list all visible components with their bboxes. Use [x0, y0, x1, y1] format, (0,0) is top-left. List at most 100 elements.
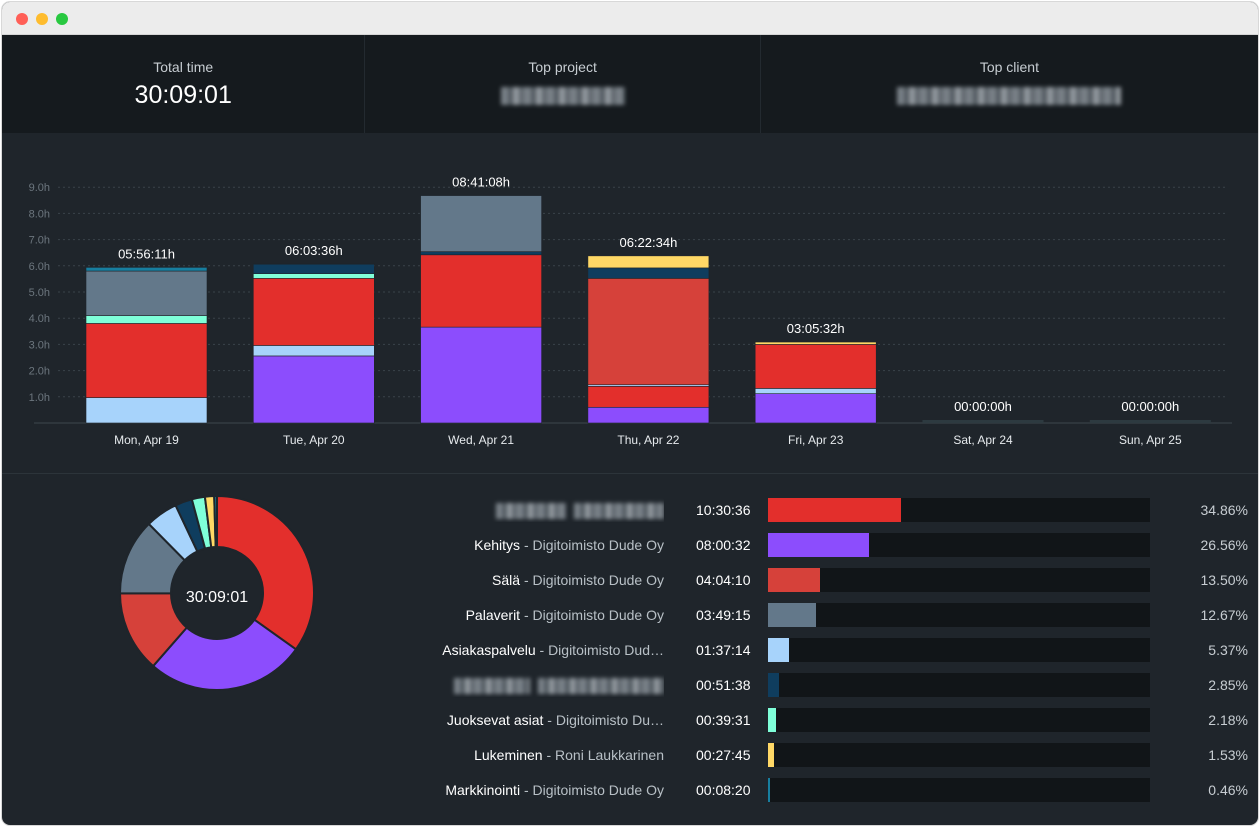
bar-group[interactable] — [922, 420, 1044, 423]
bar-empty[interactable] — [1089, 420, 1211, 423]
bar-group[interactable] — [253, 263, 375, 424]
bar-segment[interactable] — [587, 386, 710, 408]
bar-segment[interactable] — [754, 341, 877, 345]
client-label: - Roni Laukkarinen — [542, 747, 664, 763]
project-percent: 2.85% — [1208, 677, 1248, 693]
bar-segment[interactable] — [420, 326, 542, 424]
y-tick-label: 7.0h — [29, 235, 50, 247]
summary-top-project: Top project — [365, 35, 761, 133]
project-duration: 00:39:31 — [696, 712, 751, 728]
project-duration: 08:00:32 — [696, 537, 751, 553]
donut-chart: 30:09:01 — [118, 494, 315, 691]
project-row[interactable]: Asiakaspalvelu - Digitoimisto Dud… 01:37:… — [422, 638, 1252, 673]
summary-total-time: Total time 30:09:01 — [2, 35, 366, 133]
bar-total-label: 00:00:00h — [954, 399, 1012, 414]
donut-slice[interactable] — [216, 494, 315, 651]
bar-total-label: 06:22:34h — [619, 235, 677, 250]
x-tick-label: Thu, Apr 22 — [617, 433, 679, 447]
bar-chart-svg: 1.0h 2.0h 3.0h 4.0h 5.0h 6.0h 7.0h 8.0h 9.0h 05:5… — [29, 175, 1232, 447]
y-tick-label: 6.0h — [29, 261, 50, 273]
bar-segment[interactable] — [587, 406, 710, 424]
project-row[interactable]: Kehitys - Digitoimisto Dude Oy 08:00:32 26… — [422, 533, 1252, 568]
donut-center-label: 30:09:01 — [186, 589, 248, 606]
bar-segment[interactable] — [85, 315, 208, 324]
bar-group[interactable] — [754, 341, 877, 424]
share-bar-track — [768, 498, 1150, 522]
bar-total-label: 03:05:32h — [787, 321, 845, 336]
client-label: - Digitoimisto Dude Oy — [520, 782, 664, 798]
bar-segment[interactable] — [253, 263, 375, 274]
project-row[interactable]: Markkinointi - Digitoimisto Dude Oy 00:08… — [422, 778, 1252, 813]
project-duration: 00:08:20 — [696, 782, 751, 798]
share-bar-fill — [768, 533, 870, 557]
bar-group[interactable] — [420, 195, 542, 424]
bar-segment[interactable] — [253, 273, 375, 279]
share-bar-track — [768, 778, 1150, 802]
share-bar-track — [768, 708, 1150, 732]
bar-segment[interactable] — [420, 195, 542, 252]
project-row[interactable]: Juoksevat asiat - Digitoimisto Du… 00:39:… — [422, 708, 1252, 743]
project-percent: 5.37% — [1208, 642, 1248, 658]
project-percent: 34.86% — [1200, 502, 1248, 518]
bar-segment[interactable] — [253, 355, 375, 424]
y-tick-label: 8.0h — [29, 208, 50, 220]
bar-segment[interactable] — [420, 251, 542, 256]
bar-group[interactable] — [587, 255, 710, 424]
top-project-value-redacted — [500, 87, 625, 105]
minimize-window-button[interactable] — [36, 13, 48, 25]
project-duration: 00:51:38 — [696, 677, 751, 693]
bar-segment[interactable] — [754, 344, 877, 389]
bar-segment[interactable] — [587, 255, 710, 269]
client-label: - Digitoimisto Dude Oy — [520, 572, 664, 588]
share-bar-fill — [768, 638, 789, 662]
x-tick-label: Wed, Apr 21 — [448, 433, 514, 447]
project-row[interactable]: Palaverit - Digitoimisto Dude Oy 03:49:15… — [422, 603, 1252, 638]
bar-segment[interactable] — [253, 345, 375, 357]
bar-total-label: 05:56:11h — [118, 246, 175, 261]
share-bar-fill — [768, 673, 779, 697]
x-tick-label: Sun, Apr 25 — [1119, 433, 1182, 447]
bar-segment[interactable] — [85, 323, 208, 398]
share-bar-track — [768, 673, 1150, 697]
donut-slice[interactable] — [151, 618, 298, 691]
share-bar-track — [768, 743, 1150, 767]
bar-segment[interactable] — [253, 278, 375, 346]
bar-segment[interactable] — [754, 388, 877, 394]
project-row[interactable]: 10:30:36 34.86% — [422, 498, 1252, 533]
project-row[interactable]: Lukeminen - Roni Laukkarinen 00:27:45 1.53… — [422, 743, 1252, 778]
bar-segment[interactable] — [85, 397, 208, 424]
project-row[interactable]: Sälä - Digitoimisto Dude Oy 04:04:10 13.50… — [422, 568, 1252, 603]
client-name-redacted — [574, 503, 664, 520]
project-label: Juoksevat asiat — [446, 712, 544, 728]
project-name — [424, 498, 664, 522]
bar-group[interactable] — [85, 267, 208, 424]
x-tick-label: Mon, Apr 19 — [114, 433, 179, 447]
share-bar-fill — [768, 603, 817, 627]
x-tick-label: Sat, Apr 24 — [953, 433, 1013, 447]
bar-segment[interactable] — [754, 393, 877, 424]
top-client-value-redacted — [897, 87, 1122, 105]
bar-segment[interactable] — [420, 254, 542, 328]
zoom-window-button[interactable] — [56, 13, 68, 25]
project-breakdown: 30:09:01 10:30:36 34.86% Kehitys - Digitoi… — [2, 474, 1258, 825]
project-duration: 00:27:45 — [696, 747, 751, 763]
project-row[interactable]: 00:51:38 2.85% — [422, 673, 1252, 708]
bar-total-label: 06:03:36h — [285, 243, 343, 258]
share-bar-fill — [768, 743, 774, 767]
title-bar — [2, 2, 1258, 35]
x-tick-label: Tue, Apr 20 — [283, 433, 345, 447]
bar-group[interactable] — [1089, 420, 1211, 423]
bar-segment[interactable] — [85, 270, 208, 316]
share-bar-track — [768, 568, 1150, 592]
project-percent: 12.67% — [1200, 607, 1248, 623]
bar-empty[interactable] — [922, 420, 1044, 423]
close-window-button[interactable] — [16, 13, 28, 25]
summary-top-client: Top client — [761, 35, 1258, 133]
project-name: Markkinointi - Digitoimisto Dude Oy — [424, 778, 664, 802]
top-project-label: Top project — [528, 59, 597, 75]
donut-slice[interactable] — [213, 494, 218, 549]
share-bar-track — [768, 533, 1150, 557]
bar-segment[interactable] — [587, 278, 710, 386]
bar-segment[interactable] — [85, 267, 208, 272]
bar-segment[interactable] — [587, 267, 710, 279]
